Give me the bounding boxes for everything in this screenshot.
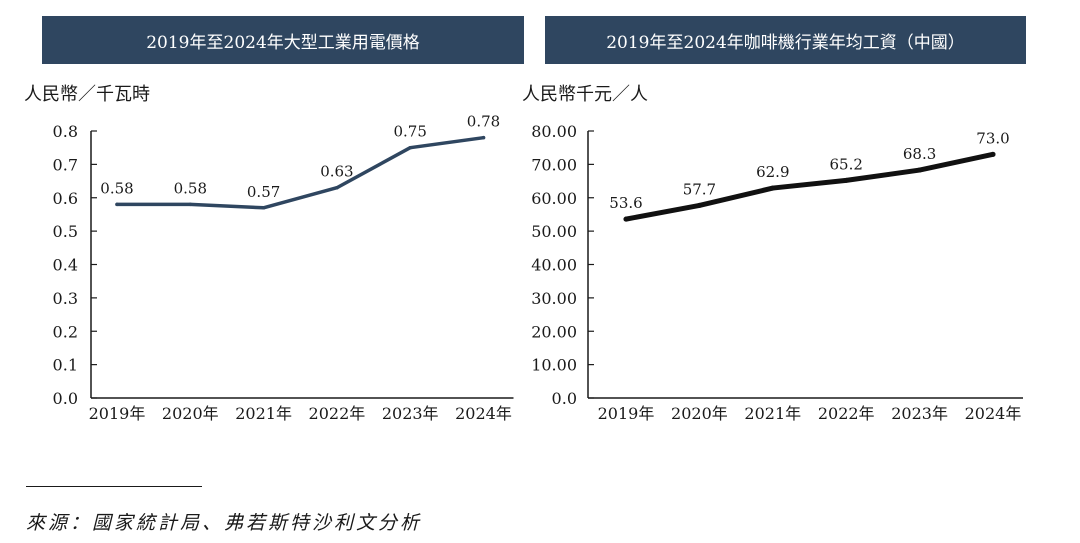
y-tick-label: 0.2 [53, 322, 78, 341]
data-point [770, 185, 776, 191]
data-point [481, 135, 486, 140]
y-tick-label: 60.00 [531, 189, 577, 208]
data-label: 65.2 [829, 155, 862, 173]
data-label: 0.58 [100, 179, 133, 197]
x-tick-label: 2019年 [598, 404, 655, 423]
data-label: 73.0 [976, 129, 1009, 147]
y-tick-label: 10.00 [531, 356, 577, 375]
coffee-machine-wage-chart: 0.0 10.00 20.00 30.00 40.00 50.00 60.00 70.00 80… [531, 122, 1023, 423]
data-label: 0.58 [174, 179, 207, 197]
x-tick-label: 2022年 [309, 404, 366, 423]
y-axis-unit-wage: 人民幣千元／人 [522, 84, 648, 105]
y-tick-label: 0.0 [53, 389, 78, 408]
data-label: 68.3 [903, 145, 936, 163]
data-point [261, 206, 266, 210]
series-line [115, 135, 486, 210]
data-label: 57.7 [683, 180, 716, 198]
y-tick-label: 30.00 [531, 289, 577, 308]
x-tick-label: 2024年 [455, 404, 512, 423]
x-tick-label: 2021年 [744, 404, 801, 423]
data-point [623, 216, 629, 222]
data-label: 0.75 [393, 123, 426, 141]
x-tick-label: 2019年 [89, 404, 146, 423]
y-tick-label: 0.8 [53, 122, 78, 141]
x-tick-label: 2020年 [671, 404, 728, 423]
x-tick-label: 2021年 [235, 404, 292, 423]
y-tick-label: 0.3 [53, 289, 78, 308]
data-point [335, 185, 339, 190]
y-tick-label: 70.00 [531, 155, 577, 174]
x-tick-label: 2020年 [162, 404, 219, 423]
y-tick-label: 0.1 [53, 356, 78, 375]
data-point [917, 167, 923, 173]
x-tick-label: 2023年 [891, 404, 948, 423]
footnote-divider [26, 486, 202, 487]
y-tick-label: 0.7 [53, 155, 78, 174]
y-tick-label: 0.5 [53, 222, 78, 241]
y-tick-label: 80.00 [531, 122, 577, 141]
y-axis-unit-electricity: 人民幣／千瓦時 [24, 84, 150, 105]
data-label: 0.78 [467, 113, 500, 131]
data-point [990, 151, 996, 157]
y-tick-label: 50.00 [531, 222, 577, 241]
chart-title-wage: 2019年至2024年咖啡機行業年均工資（中國） [545, 16, 1026, 64]
x-tick-label: 2023年 [382, 404, 439, 423]
series-line [623, 151, 996, 222]
data-label: 0.63 [320, 163, 353, 181]
data-label: 62.9 [756, 163, 789, 181]
y-tick-label: 20.00 [531, 322, 577, 341]
x-tick-label: 2022年 [818, 404, 875, 423]
source-note: 來源：國家統計局、弗若斯特沙利文分析 [26, 512, 423, 534]
y-tick-label: 0.4 [53, 256, 78, 275]
data-point [696, 202, 702, 208]
y-tick-label: 0.0 [552, 389, 577, 408]
data-point [408, 145, 412, 150]
data-label: 0.57 [247, 183, 280, 201]
data-point [115, 202, 119, 207]
y-tick-label: 40.00 [531, 256, 577, 275]
x-tick-label: 2024年 [965, 404, 1022, 423]
data-point [188, 202, 193, 207]
data-label: 53.6 [609, 194, 642, 212]
electricity-price-chart: 0.0 0.1 0.2 0.3 0.4 0.5 0.6 0.7 0.8 2019年 2020年 202… [53, 113, 514, 423]
y-tick-label: 0.6 [53, 189, 78, 208]
data-point [843, 177, 849, 183]
chart-title-electricity: 2019年至2024年大型工業用電價格 [42, 16, 524, 64]
